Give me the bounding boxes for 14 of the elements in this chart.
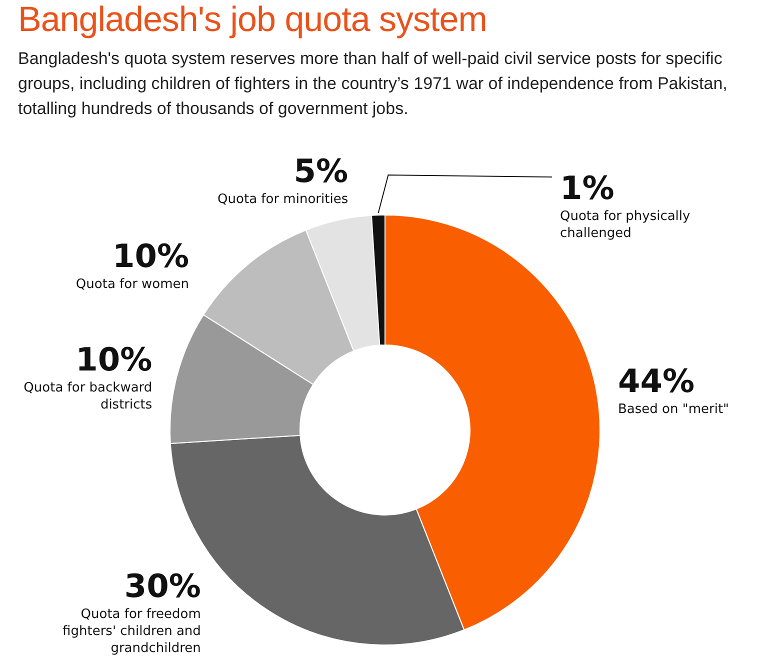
slice-label: Quota for women bbox=[76, 276, 190, 292]
slice-label: Quota for freedom fighters' children and grandchildren bbox=[62, 607, 201, 656]
slice-label: Quota for minorities bbox=[218, 192, 348, 208]
data-label: 1% bbox=[560, 169, 614, 207]
slice-label: Quota for backward districts bbox=[24, 380, 152, 413]
data-label: 10% bbox=[76, 340, 152, 379]
chart-subtitle: Bangladesh's quota system reserves more than half of well-paid civil service posts for specific groups, including children of fighters in the country’s 1971 war of independence from Pakistan, totalling hundreds of thousands of government jobs. bbox=[18, 48, 728, 120]
data-label: 30% bbox=[124, 567, 201, 606]
data-label: 44% bbox=[618, 362, 695, 400]
slice-label: Based on "merit" bbox=[618, 402, 730, 418]
data-label: 5% bbox=[294, 152, 348, 190]
data-label: 10% bbox=[112, 236, 190, 275]
chart-title: Bangladesh's job quota system bbox=[18, 0, 487, 40]
slice-label: Quota for physically challenged bbox=[560, 209, 691, 241]
